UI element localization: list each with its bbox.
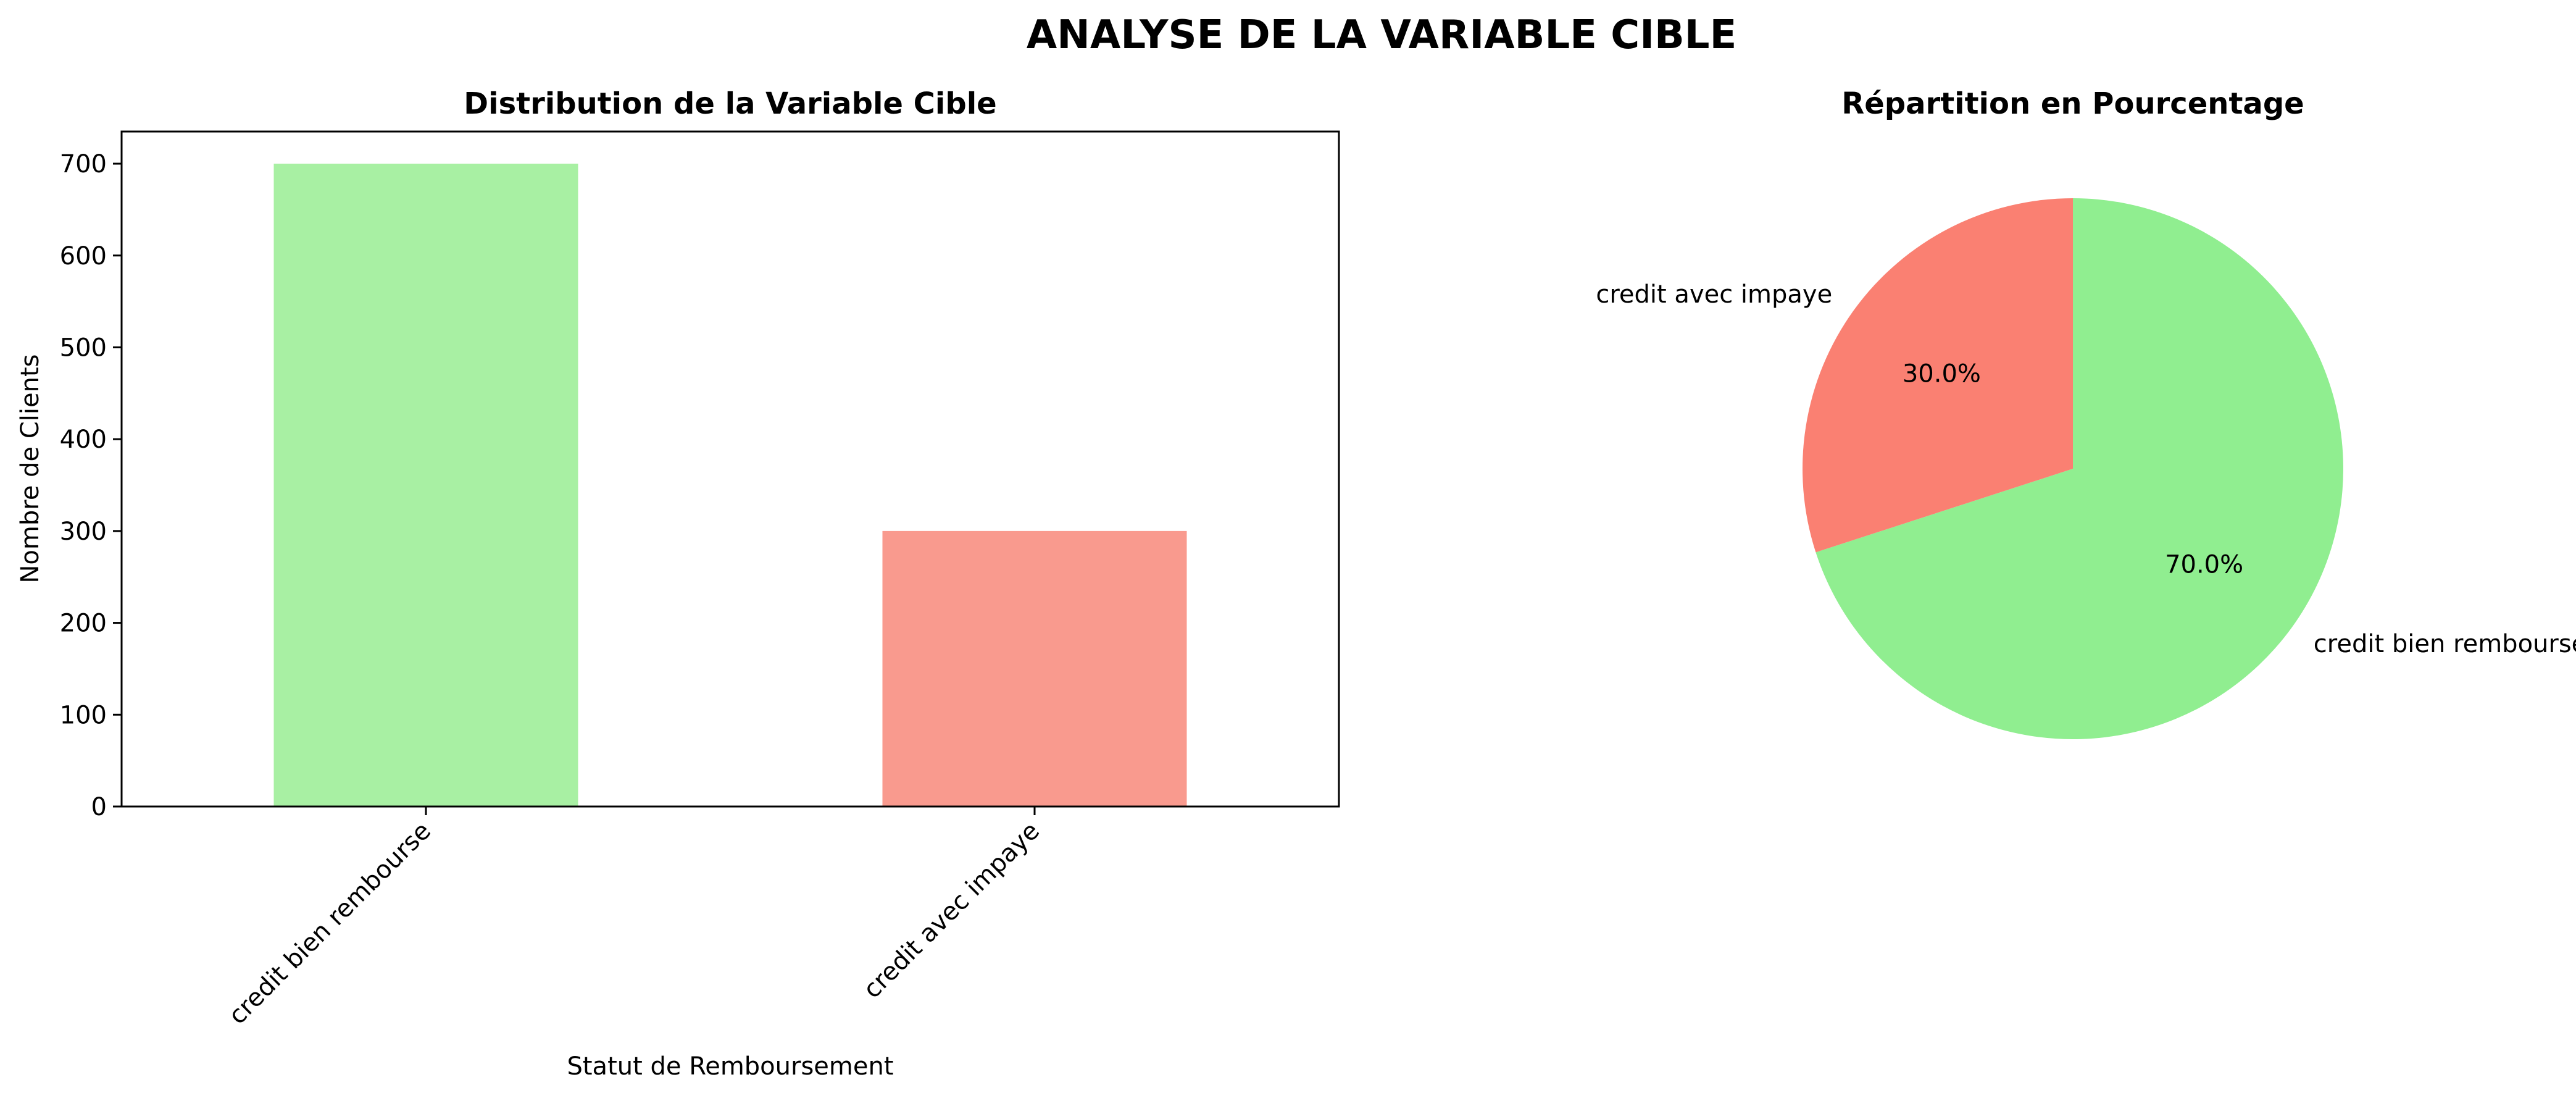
y-axis-label: Nombre de Clients	[16, 354, 44, 584]
bar-credit-bien-rembourse	[273, 164, 578, 807]
pie-slice-credit-avec-impaye	[1803, 198, 2073, 553]
y-tick-label: 600	[60, 242, 107, 270]
x-tick-label: credit avec impaye	[858, 817, 1045, 1004]
x-tick-label: credit bien rembourse	[223, 817, 436, 1030]
bar-chart-title: Distribution de la Variable Cible	[464, 86, 996, 121]
pie-label-credit-bien-rembourse: credit bien rembourse	[2314, 630, 2576, 658]
y-tick-label: 700	[60, 150, 107, 178]
pie-chart-title: Répartition en Pourcentage	[1841, 86, 2304, 121]
bar-plot-frame	[120, 130, 1340, 808]
y-tick-label: 0	[91, 793, 107, 821]
y-tick-label: 500	[60, 333, 107, 362]
figure-title: ANALYSE DE LA VARIABLE CIBLE	[1027, 12, 1737, 58]
y-tick-label: 400	[60, 425, 107, 454]
pie-percent-credit-bien-rembourse: 70.0%	[2165, 550, 2243, 579]
pie-marks: credit bien rembourse 70.0% credit avec im…	[1596, 198, 2576, 739]
y-tick-label: 100	[60, 701, 107, 729]
x-axis-ticks: credit bien rembourse credit avec impaye	[223, 807, 1045, 1030]
pie-slice-credit-bien-rembourse	[1815, 198, 2343, 739]
y-tick-label: 300	[60, 518, 107, 546]
bar-credit-avec-impaye	[882, 530, 1187, 807]
pie-chart: Répartition en Pourcentage credit bien r…	[1596, 86, 2576, 739]
bar-marks	[273, 164, 1187, 807]
y-tick-label: 200	[60, 610, 107, 638]
y-axis-ticks: 0 100 200 300 400 500 600 700	[60, 150, 122, 821]
pie-percent-credit-avec-impaye: 30.0%	[1903, 360, 1981, 388]
bar-chart: Distribution de la Variable Cible 0 100 20…	[16, 86, 1340, 1081]
pie-label-credit-avec-impaye: credit avec impaye	[1596, 280, 1832, 309]
x-axis-label: Statut de Remboursement	[567, 1052, 893, 1081]
